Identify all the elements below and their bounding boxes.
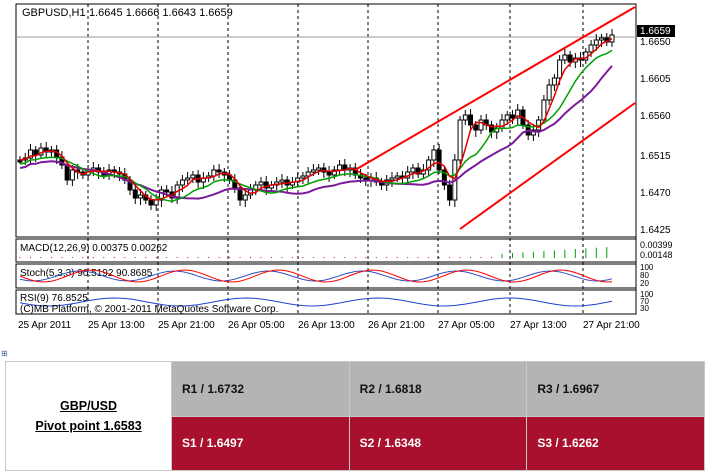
support-s2: S2 / 1.6348 [348, 415, 528, 471]
pivot-points-table: GBP/USD Pivot point 1.6583 R1 / 1.6732 R… [5, 361, 705, 471]
pivot-point-label: Pivot point 1.6583 [35, 419, 142, 433]
current-price-tag [637, 25, 675, 37]
macd-label: MACD(12,26,9) 0.00375 0.00262 [20, 243, 168, 254]
copyright-label: (C)MB Platform, © 2001-2011 MetaQuotes S… [20, 304, 278, 315]
stoch-axis-label: 100 [640, 263, 654, 272]
stoch-axis-label: 80 [640, 271, 649, 280]
time-tick: 27 Apr 21:00 [583, 320, 640, 331]
rsi-line [19, 297, 613, 307]
price-tick: 1.6470 [640, 188, 671, 199]
macd-axis-label: 0.00148 [640, 250, 673, 260]
price-chart[interactable]: GBPUSD,H1 1.6645 1.6666 1.6643 1.6659 1.… [0, 0, 709, 350]
price-tick: 1.6605 [640, 74, 671, 85]
resistance-r3: R3 / 1.6967 [526, 361, 705, 417]
time-tick: 27 Apr 13:00 [510, 320, 567, 331]
support-s1: S1 / 1.6497 [171, 415, 350, 471]
rsi-label: RSI(9) 76.8525 [20, 293, 88, 304]
channel-lower-line[interactable] [459, 102, 636, 230]
time-tick: 26 Apr 21:00 [368, 320, 425, 331]
time-tick: 25 Apr 21:00 [158, 320, 215, 331]
resistance-r2: R2 / 1.6818 [348, 361, 528, 417]
rsi-axis-label: 30 [640, 304, 649, 313]
table-anchor-icon: ⊞ [1, 349, 8, 358]
time-tick: 26 Apr 13:00 [298, 320, 355, 331]
price-tick: 1.6425 [640, 225, 671, 236]
price-tick: 1.6650 [640, 37, 671, 48]
stoch-panel [15, 263, 637, 289]
rsi-axis-label: 100 [640, 290, 654, 299]
macd-axis-label: 0.00399 [640, 240, 673, 250]
main-chart-panel [15, 3, 637, 238]
time-tick: 25 Apr 13:00 [88, 320, 145, 331]
price-tick: 1.6560 [640, 111, 671, 122]
time-tick: 25 Apr 2011 [18, 320, 72, 331]
rsi-panel [15, 289, 637, 315]
ohlc-label: 1.6645 1.6666 1.6643 1.6659 [89, 7, 233, 19]
channel-upper-line[interactable] [354, 6, 636, 171]
stoch-main-line [19, 269, 613, 283]
macd-histogram [19, 247, 608, 258]
stoch-axis-label: 20 [640, 279, 649, 288]
time-tick: 27 Apr 05:00 [438, 320, 495, 331]
support-s3: S3 / 1.6262 [526, 415, 705, 471]
stoch-label: Stoch(5,3,3) 90.5192 90.8685 [20, 268, 153, 279]
ma-mid-line [19, 49, 613, 203]
pair-cell: GBP/USD Pivot point 1.6583 [5, 361, 172, 471]
ma-fast-line [19, 38, 613, 201]
time-tick: 26 Apr 05:00 [228, 320, 285, 331]
pair-label: GBP/USD [60, 399, 117, 413]
rsi-axis-label: 70 [640, 297, 649, 306]
price-tick: 1.6515 [640, 151, 671, 162]
symbol-label: GBPUSD,H1 [22, 7, 86, 19]
current-price-value: 1.6659 [640, 26, 671, 37]
resistance-r1: R1 / 1.6732 [171, 361, 350, 417]
ma-slow-line [19, 65, 613, 200]
